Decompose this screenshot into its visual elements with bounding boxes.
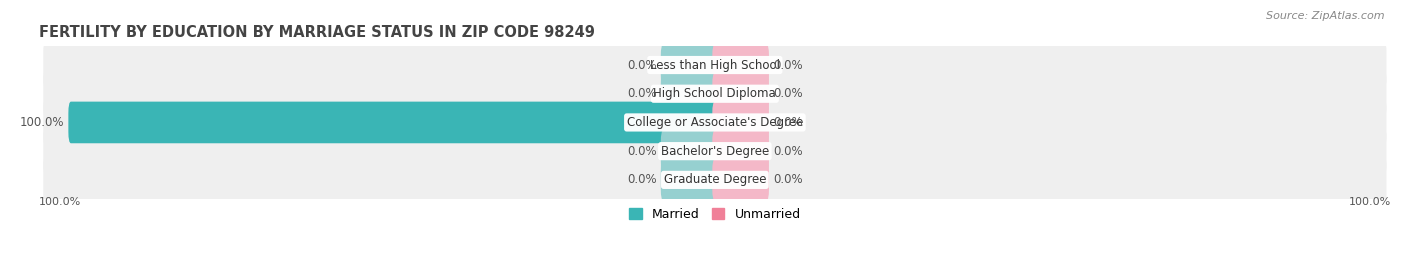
Text: Bachelor's Degree: Bachelor's Degree — [661, 145, 769, 158]
Text: 0.0%: 0.0% — [627, 145, 657, 158]
Text: High School Diploma: High School Diploma — [654, 87, 776, 100]
FancyBboxPatch shape — [713, 73, 769, 115]
Legend: Married, Unmarried: Married, Unmarried — [624, 203, 806, 226]
FancyBboxPatch shape — [661, 159, 717, 201]
FancyBboxPatch shape — [69, 102, 717, 143]
Text: 100.0%: 100.0% — [1348, 197, 1391, 207]
Text: 0.0%: 0.0% — [627, 59, 657, 72]
FancyBboxPatch shape — [44, 129, 1386, 173]
Text: College or Associate's Degree: College or Associate's Degree — [627, 116, 803, 129]
Text: Graduate Degree: Graduate Degree — [664, 174, 766, 186]
FancyBboxPatch shape — [713, 44, 769, 86]
FancyBboxPatch shape — [713, 130, 769, 172]
Text: 0.0%: 0.0% — [627, 174, 657, 186]
Text: 0.0%: 0.0% — [773, 59, 803, 72]
Text: FERTILITY BY EDUCATION BY MARRIAGE STATUS IN ZIP CODE 98249: FERTILITY BY EDUCATION BY MARRIAGE STATU… — [39, 25, 595, 40]
FancyBboxPatch shape — [44, 101, 1386, 144]
Text: 0.0%: 0.0% — [773, 116, 803, 129]
FancyBboxPatch shape — [661, 130, 717, 172]
Text: 0.0%: 0.0% — [773, 145, 803, 158]
Text: 100.0%: 100.0% — [20, 116, 65, 129]
FancyBboxPatch shape — [661, 73, 717, 115]
Text: 0.0%: 0.0% — [627, 87, 657, 100]
FancyBboxPatch shape — [44, 72, 1386, 116]
FancyBboxPatch shape — [713, 159, 769, 201]
Text: Less than High School: Less than High School — [650, 59, 780, 72]
FancyBboxPatch shape — [44, 43, 1386, 87]
FancyBboxPatch shape — [44, 158, 1386, 202]
Text: Source: ZipAtlas.com: Source: ZipAtlas.com — [1267, 11, 1385, 21]
Text: 0.0%: 0.0% — [773, 87, 803, 100]
FancyBboxPatch shape — [713, 102, 769, 143]
FancyBboxPatch shape — [661, 44, 717, 86]
Text: 0.0%: 0.0% — [773, 174, 803, 186]
Text: 100.0%: 100.0% — [39, 197, 82, 207]
